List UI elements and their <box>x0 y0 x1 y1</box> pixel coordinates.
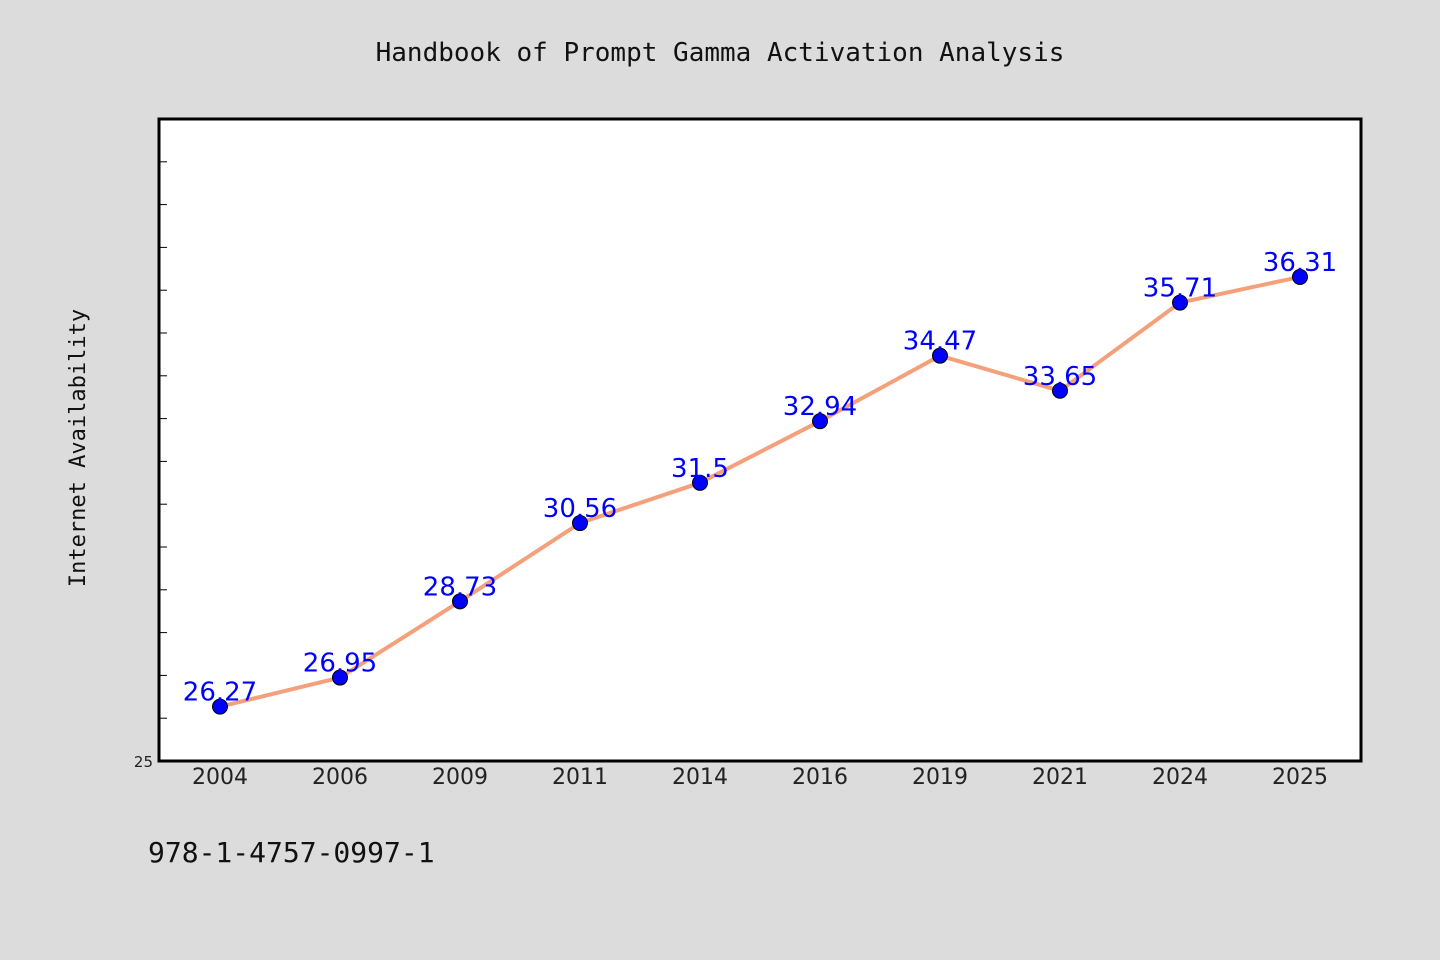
data-label: 26.95 <box>303 649 377 679</box>
x-tick-label: 2021 <box>1032 765 1088 790</box>
x-tick-label: 2009 <box>432 765 488 790</box>
data-label: 34.47 <box>903 327 977 357</box>
x-tick-label: 2019 <box>912 765 968 790</box>
data-point <box>932 347 948 364</box>
data-label: 33.65 <box>1023 362 1097 392</box>
x-tick-label: 2004 <box>192 765 248 790</box>
x-tick-label: 2025 <box>1272 765 1328 790</box>
data-label: 36.31 <box>1263 248 1337 278</box>
isbn-footer: 978-1-4757-0997-1 <box>148 836 435 869</box>
x-tick-label: 2006 <box>312 765 368 790</box>
data-point <box>212 698 228 715</box>
data-point <box>812 413 828 430</box>
x-tick-label: 2024 <box>1152 765 1208 790</box>
data-point <box>1052 382 1068 399</box>
plot-area <box>157 117 1363 763</box>
x-axis-tick-labels: 2004 2006 2009 2011 2014 2016 2019 2021 2024 2025 <box>192 765 1328 790</box>
data-point <box>1172 294 1188 311</box>
y-tick-label: 25 <box>134 753 153 771</box>
data-point <box>332 669 348 686</box>
data-label: 32.94 <box>783 392 857 422</box>
series-line <box>218 274 1302 709</box>
x-tick-label: 2014 <box>672 765 728 790</box>
data-label: 30.56 <box>543 494 617 524</box>
data-point <box>452 593 468 610</box>
data-label: 28.73 <box>423 572 497 602</box>
y-axis-ticks: 25 <box>134 161 167 771</box>
chart-title: Handbook of Prompt Gamma Activation Anal… <box>376 38 1065 68</box>
data-label: 26.27 <box>183 678 257 708</box>
data-labels: 26.27 26.95 28.73 30.56 31.5 32.94 34.47 33.65 3… <box>183 248 1337 708</box>
data-markers <box>212 268 1308 715</box>
data-point <box>1292 268 1308 285</box>
data-point <box>692 474 708 491</box>
x-tick-label: 2016 <box>792 765 848 790</box>
data-label: 31.5 <box>671 454 729 484</box>
data-point <box>572 515 588 532</box>
y-axis-label: Internet Availability <box>66 309 91 587</box>
x-tick-label: 2011 <box>552 765 608 790</box>
data-label: 35.71 <box>1143 274 1217 304</box>
